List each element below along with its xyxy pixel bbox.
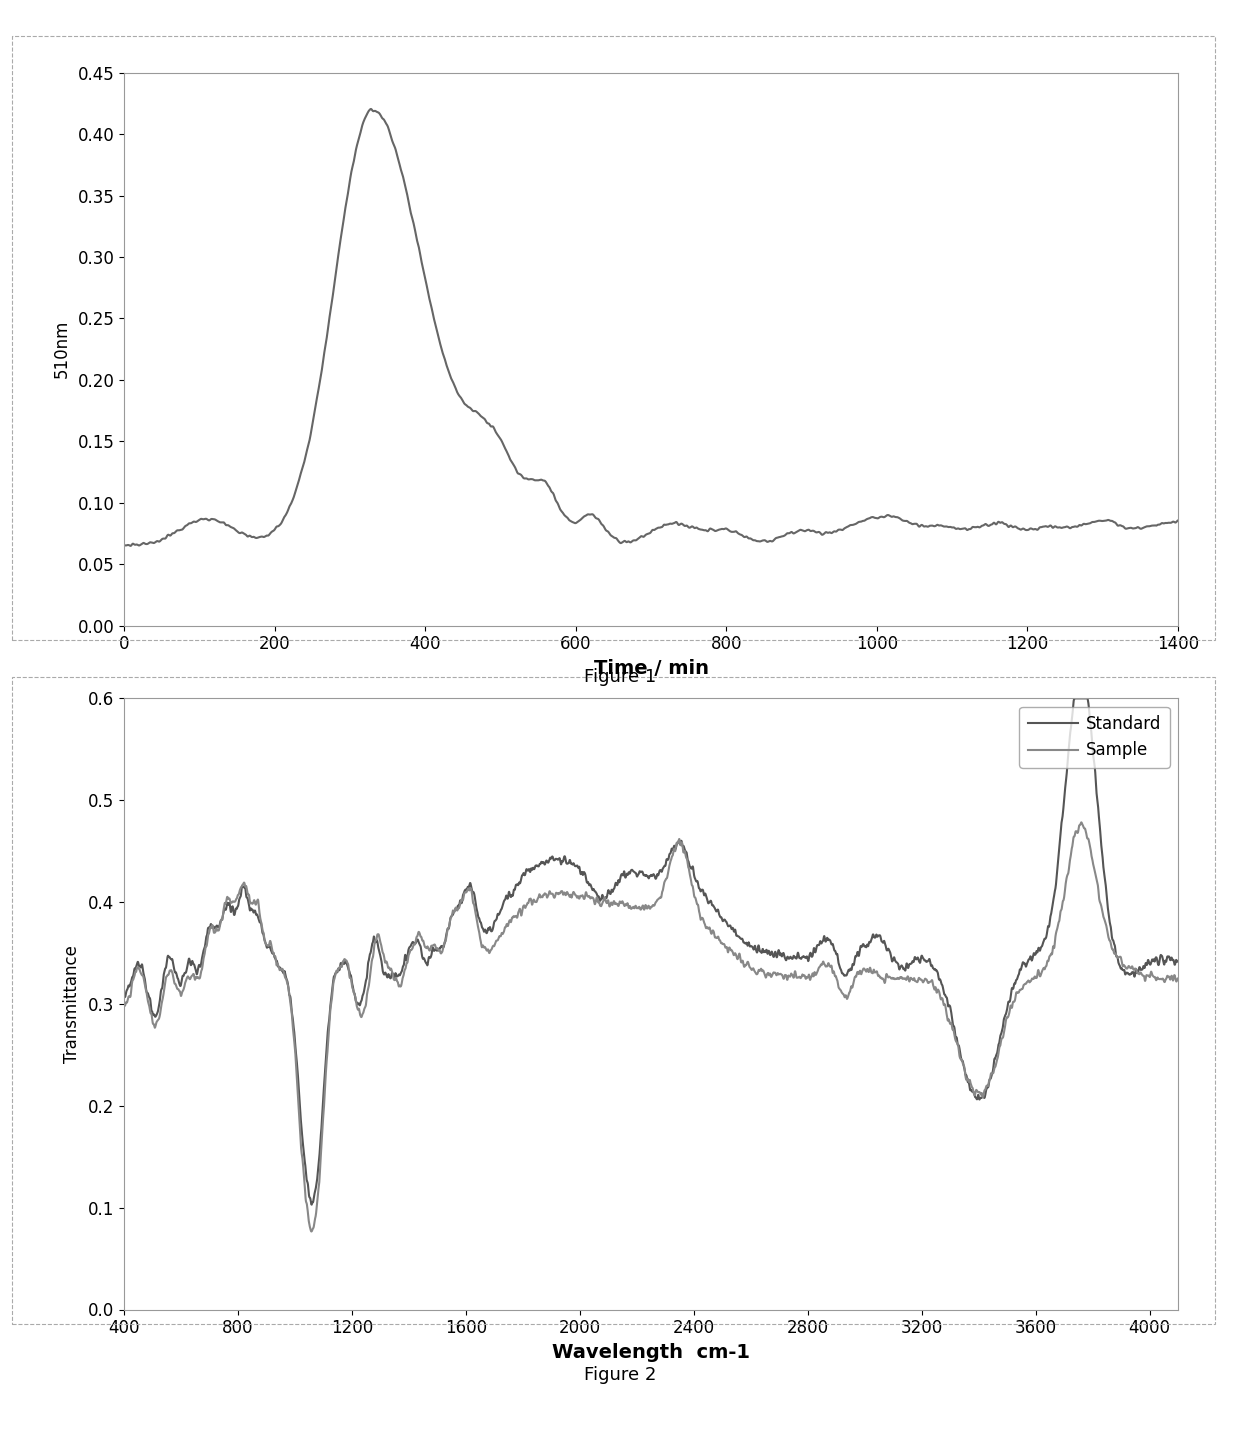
Standard bbox=[117, 989, 131, 1007]
X-axis label: Time / min: Time / min bbox=[594, 659, 708, 678]
X-axis label: Wavelength  cm-1: Wavelength cm-1 bbox=[552, 1343, 750, 1362]
Standard bbox=[618, 869, 632, 886]
Sample bbox=[1138, 968, 1153, 985]
Sample bbox=[117, 995, 131, 1013]
Standard bbox=[1086, 751, 1101, 768]
Standard bbox=[883, 943, 898, 960]
Sample bbox=[568, 886, 583, 904]
Standard bbox=[1171, 953, 1185, 970]
Sample bbox=[1171, 969, 1185, 986]
Y-axis label: 510nm: 510nm bbox=[52, 320, 71, 378]
Sample bbox=[1074, 813, 1089, 831]
Sample bbox=[304, 1222, 319, 1240]
Sample bbox=[1086, 857, 1101, 874]
Standard bbox=[1138, 954, 1153, 972]
Sample bbox=[618, 896, 632, 914]
Standard bbox=[1068, 690, 1083, 707]
Y-axis label: Transmittance: Transmittance bbox=[63, 944, 81, 1064]
Legend: Standard, Sample: Standard, Sample bbox=[1019, 707, 1169, 768]
Text: Figure 2: Figure 2 bbox=[584, 1366, 656, 1384]
Text: Figure 1: Figure 1 bbox=[584, 668, 656, 685]
Standard bbox=[568, 857, 583, 874]
Sample bbox=[559, 883, 574, 901]
Line: Standard: Standard bbox=[124, 698, 1178, 1205]
Standard bbox=[304, 1196, 319, 1213]
Line: Sample: Sample bbox=[124, 822, 1178, 1231]
Standard bbox=[559, 856, 574, 873]
Sample bbox=[883, 969, 898, 986]
